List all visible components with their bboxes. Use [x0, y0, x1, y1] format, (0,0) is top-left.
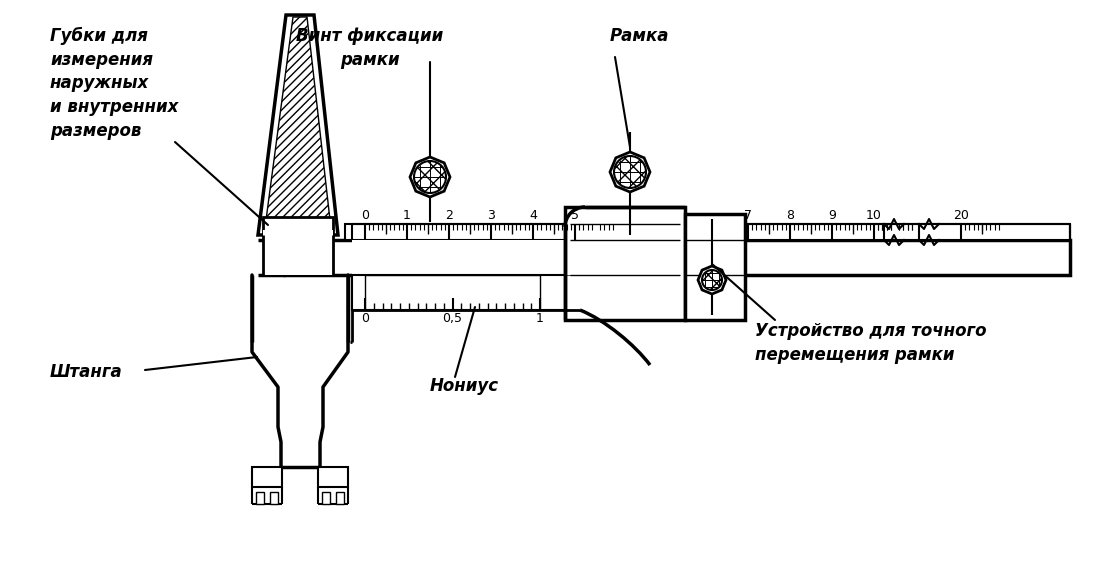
- Polygon shape: [266, 17, 330, 220]
- Bar: [263, 230, 333, 275]
- Bar: [322, 492, 330, 504]
- Text: 1: 1: [403, 209, 411, 222]
- Bar: [285, 240, 1070, 275]
- Circle shape: [703, 270, 722, 290]
- Text: 9: 9: [829, 209, 836, 222]
- Text: 5: 5: [571, 209, 579, 222]
- Text: 7: 7: [744, 209, 752, 222]
- Text: Рамка: Рамка: [610, 27, 670, 45]
- Polygon shape: [698, 266, 726, 294]
- Text: 0: 0: [361, 312, 369, 325]
- Text: Штанга: Штанга: [50, 363, 123, 381]
- Text: 0: 0: [361, 209, 369, 222]
- Text: Нониус: Нониус: [430, 377, 499, 395]
- Text: 0,5: 0,5: [443, 312, 463, 325]
- Bar: [352, 240, 580, 275]
- Bar: [352, 275, 580, 310]
- Text: 1: 1: [536, 312, 544, 325]
- Text: 20: 20: [954, 209, 969, 222]
- Polygon shape: [410, 157, 450, 197]
- Circle shape: [414, 161, 446, 193]
- Bar: [345, 224, 1070, 240]
- Polygon shape: [258, 15, 338, 235]
- Bar: [252, 467, 282, 487]
- Text: 4: 4: [529, 209, 537, 222]
- Text: 3: 3: [487, 209, 495, 222]
- Bar: [352, 224, 1070, 240]
- Text: 10: 10: [866, 209, 882, 222]
- Text: 8: 8: [786, 209, 794, 222]
- Text: 2: 2: [445, 209, 453, 222]
- Bar: [256, 492, 264, 504]
- Polygon shape: [610, 152, 650, 192]
- Text: Губки для
измерения
наружных
и внутренних
размеров: Губки для измерения наружных и внутренни…: [50, 27, 179, 140]
- Circle shape: [614, 156, 646, 188]
- Bar: [263, 217, 333, 235]
- Text: Устройство для точного
перемещения рамки: Устройство для точного перемещения рамки: [755, 322, 986, 364]
- Bar: [336, 492, 344, 504]
- Bar: [270, 492, 278, 504]
- Text: Винт фиксации
рамки: Винт фиксации рамки: [296, 27, 444, 69]
- Bar: [318, 467, 349, 487]
- Bar: [566, 207, 685, 320]
- Bar: [685, 214, 745, 320]
